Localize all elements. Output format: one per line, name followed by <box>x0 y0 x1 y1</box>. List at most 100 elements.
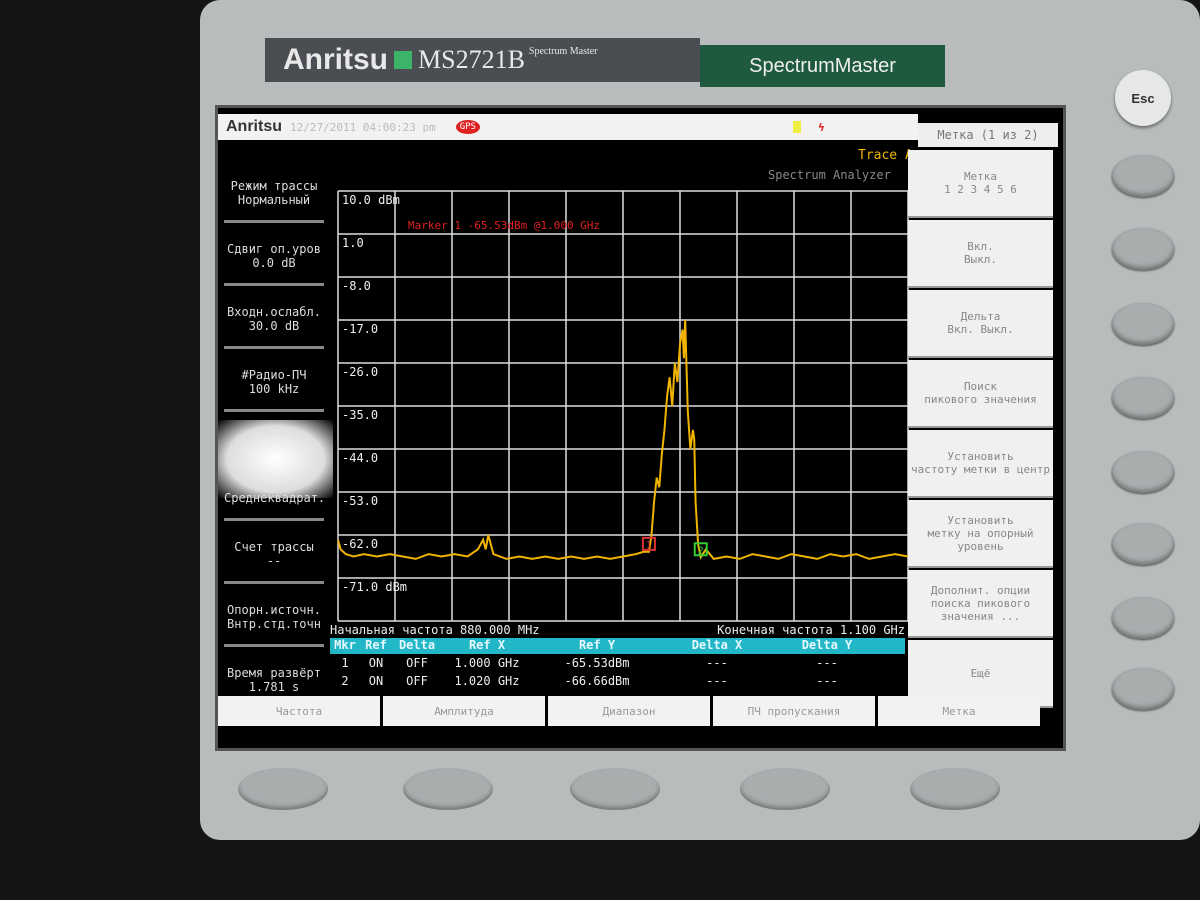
esc-button[interactable]: Esc <box>1115 70 1171 126</box>
frequency-info: Начальная частота 880.000 MHz Конечная ч… <box>330 623 905 637</box>
trace-label: Trace A <box>858 148 913 163</box>
main-key-5-button[interactable] <box>910 768 1000 810</box>
y-tick-label: -8.0 <box>342 279 371 293</box>
cell: -65.53dBm <box>564 656 630 670</box>
tab-frequency[interactable]: Частота <box>218 696 380 726</box>
softkey-value: пикового значения <box>924 393 1037 406</box>
setting-attenuation: Входн.ослабл. 30.0 dB <box>224 292 324 349</box>
datetime: 12/27/2011 04:00:23 pm <box>290 120 436 134</box>
softkey-value: частоту метки в центр <box>910 463 1051 476</box>
softkey-4-button[interactable] <box>1112 377 1174 419</box>
softkey-label: Дополнит. опции <box>930 583 1031 597</box>
tab-span[interactable]: Диапазон <box>548 696 710 726</box>
menu-header: Метка (1 из 2) <box>918 123 1058 147</box>
setting-label: Входн.ослабл. <box>227 305 321 319</box>
softkey-6-button[interactable] <box>1112 523 1174 565</box>
cell: -66.66dBm <box>564 674 630 688</box>
column-header: Delta Y <box>801 638 853 652</box>
setting-value: 30.0 dB <box>248 319 300 333</box>
softkey-1-button[interactable] <box>1112 155 1174 197</box>
setting-rbw: #Радио-ПЧ 100 kHz <box>224 355 324 412</box>
cell: OFF <box>406 674 428 688</box>
y-tick-label: -71.0 dBm <box>342 580 407 594</box>
marker-1-label: 1 <box>646 540 652 551</box>
main-key-3-button[interactable] <box>570 768 660 810</box>
y-tick-label: -53.0 <box>342 494 378 508</box>
softkey-peak-search[interactable]: Поиск пикового значения <box>908 360 1053 428</box>
softkey-value: метку на опорный уровень <box>927 526 1034 553</box>
cell: ON <box>368 674 384 688</box>
cell: --- <box>816 656 838 670</box>
cell: OFF <box>406 656 428 670</box>
setting-value: Внтр.стд.точн <box>227 617 321 631</box>
table-row: 2 ON OFF 1.020 GHz -66.66dBm --- --- <box>330 672 905 690</box>
main-key-2-button[interactable] <box>403 768 493 810</box>
softkey-peak-options[interactable]: Дополнит. опции поиска пикового значения … <box>908 570 1053 638</box>
softkey-3-button[interactable] <box>1112 303 1174 345</box>
column-header: Delta X <box>691 638 743 652</box>
setting-ref-source: Опорн.источн. Внтр.стд.точн <box>224 590 324 647</box>
tab-bandwidth[interactable]: ПЧ пропускания <box>713 696 875 726</box>
main-key-4-button[interactable] <box>740 768 830 810</box>
cell: 1.020 GHz <box>454 674 520 688</box>
setting-label: Время развёрт <box>227 666 321 680</box>
setting-trace-mode: Режим трассы Нормальный <box>224 166 324 223</box>
setting-label: Сдвиг оп.уров <box>227 242 321 256</box>
softkey-value: 1 2 3 4 5 6 <box>944 183 1017 196</box>
column-header: Ref Y <box>578 638 616 652</box>
setting-value: Среднеквадрат. <box>224 491 326 505</box>
setting-value: -- <box>266 554 282 568</box>
softkey-label: Метка <box>963 170 998 183</box>
setting-label: Счет трассы <box>234 540 314 554</box>
status-bar: Anritsu 12/27/2011 04:00:23 pm GPS ϟ <box>218 114 918 140</box>
softkey-marker-to-center[interactable]: Установить частоту метки в центр <box>908 430 1053 498</box>
stop-frequency: Конечная частота 1.100 GHz <box>717 623 905 637</box>
gps-icon: GPS <box>455 120 480 134</box>
softkey-on-off[interactable]: Вкл. Выкл. <box>908 220 1053 288</box>
softkey-marker-select[interactable]: Метка 1 2 3 4 5 6 <box>908 150 1053 218</box>
marker-readout: Marker 1 -65.53dBm @1.000 GHz <box>408 219 600 232</box>
softkey-label: Установить <box>947 450 1014 463</box>
y-tick-label: 10.0 dBm <box>342 193 400 207</box>
tab-marker[interactable]: Метка <box>878 696 1040 726</box>
y-tick-label: -26.0 <box>342 365 378 379</box>
softkey-delta[interactable]: Дельта Вкл. Выкл. <box>908 290 1053 358</box>
setting-value: Нормальный <box>237 193 311 207</box>
softkey-2-button[interactable] <box>1112 228 1174 270</box>
marker-1-box <box>641 536 656 551</box>
cell: 1 <box>341 656 349 670</box>
softkey-label: Поиск <box>963 380 998 393</box>
softkey-5-button[interactable] <box>1112 451 1174 493</box>
y-tick-label: -35.0 <box>342 408 378 422</box>
product-plate: SpectrumMaster <box>700 45 945 87</box>
brand-logo: Anritsu <box>283 43 388 76</box>
y-tick-label: -17.0 <box>342 322 378 336</box>
softkey-label: Ещё <box>970 666 991 680</box>
cell: --- <box>706 656 728 670</box>
softkey-7-button[interactable] <box>1112 597 1174 639</box>
analyzer-screen: Anritsu 12/27/2011 04:00:23 pm GPS ϟ Tra… <box>215 105 1066 751</box>
marker-table-header: Mkr Ref Delta Ref X Ref Y Delta X Delta Y <box>330 638 905 654</box>
battery-icon <box>793 121 801 133</box>
setting-label: Опорн.источн. <box>227 603 321 617</box>
tab-amplitude[interactable]: Амплитуда <box>383 696 545 726</box>
setting-label: #Радио-ПЧ <box>241 368 307 382</box>
y-tick-label: 1.0 <box>342 236 364 250</box>
power-warning-icon: ϟ <box>818 120 825 134</box>
spectrum-plot: 10.0 dBm 1.0 -8.0 -17.0 -26.0 -35.0 -44.0 -53.0… <box>337 190 909 622</box>
brand-square <box>394 51 412 69</box>
main-key-1-button[interactable] <box>238 768 328 810</box>
mode-label: Spectrum Analyzer <box>768 168 891 182</box>
softkey-8-button[interactable] <box>1112 668 1174 710</box>
cell: 1.000 GHz <box>454 656 520 670</box>
cell: --- <box>816 674 838 688</box>
softkey-marker-to-ref[interactable]: Установить метку на опорный уровень <box>908 500 1053 568</box>
model-sub-label: Spectrum Master <box>528 46 598 57</box>
column-header: Delta <box>398 638 436 652</box>
column-header: Mkr <box>334 638 356 652</box>
model-label: MS2721B <box>418 45 525 74</box>
y-tick-label: -62.0 <box>342 537 378 551</box>
setting-label: Режим трассы <box>230 179 318 193</box>
softkey-label: Дельта <box>960 310 1001 323</box>
settings-panel: Режим трассы Нормальный Сдвиг оп.уров 0.0 … <box>218 166 330 716</box>
